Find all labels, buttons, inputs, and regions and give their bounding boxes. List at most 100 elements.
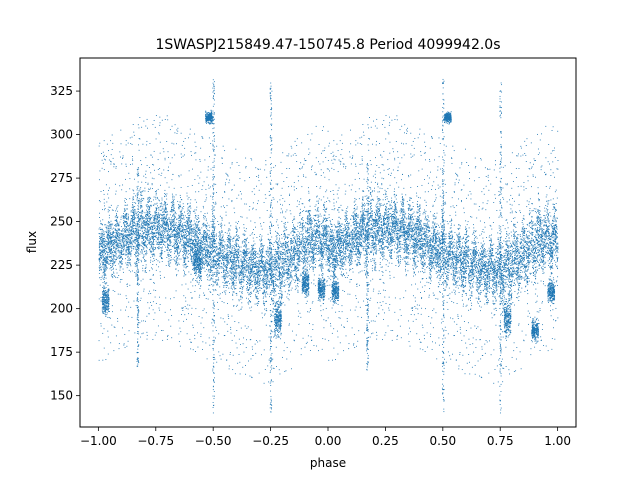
data-point xyxy=(427,252,428,254)
data-point xyxy=(267,262,269,264)
data-point xyxy=(381,225,383,227)
data-point xyxy=(287,265,289,267)
data-point xyxy=(514,259,516,261)
data-point xyxy=(157,226,159,228)
data-point xyxy=(244,251,246,253)
data-point xyxy=(448,255,450,257)
data-point xyxy=(206,250,208,252)
data-point xyxy=(430,256,432,258)
data-point xyxy=(355,246,357,248)
data-point xyxy=(366,230,368,232)
data-point xyxy=(447,263,449,265)
data-point xyxy=(502,290,504,292)
data-point xyxy=(520,291,522,293)
data-point xyxy=(222,234,224,236)
data-point xyxy=(249,265,251,267)
data-point xyxy=(238,265,240,267)
data-point xyxy=(142,220,144,222)
data-point xyxy=(366,249,368,251)
data-point xyxy=(114,240,116,242)
data-point xyxy=(465,265,467,267)
data-point xyxy=(211,224,213,225)
data-point xyxy=(408,244,410,246)
data-point xyxy=(243,253,245,254)
data-point xyxy=(348,255,350,257)
data-point xyxy=(99,251,101,253)
data-point xyxy=(264,270,265,272)
data-point xyxy=(261,228,263,230)
data-point xyxy=(552,243,554,245)
data-point xyxy=(204,241,205,243)
data-point xyxy=(407,239,409,241)
data-point xyxy=(117,238,119,240)
data-point xyxy=(536,221,538,223)
data-point xyxy=(432,227,434,229)
data-point xyxy=(257,279,259,281)
data-point xyxy=(214,239,216,241)
data-point xyxy=(499,265,501,267)
data-point xyxy=(266,291,268,293)
data-point xyxy=(241,266,243,268)
data-point xyxy=(395,206,397,208)
data-point xyxy=(421,253,423,255)
data-point xyxy=(227,244,229,245)
data-point xyxy=(357,222,359,224)
data-point xyxy=(432,240,434,242)
data-point xyxy=(196,235,197,237)
data-point xyxy=(452,265,453,267)
data-point xyxy=(247,251,249,253)
data-point xyxy=(161,199,163,201)
data-point xyxy=(380,204,382,206)
data-point xyxy=(396,210,398,212)
data-point xyxy=(492,285,494,287)
data-point xyxy=(160,255,162,256)
data-point xyxy=(155,240,157,242)
data-point xyxy=(109,224,111,225)
data-point xyxy=(362,237,364,239)
data-point xyxy=(272,291,274,293)
data-point xyxy=(193,235,195,237)
data-point xyxy=(448,263,450,265)
data-point xyxy=(312,230,314,232)
data-point xyxy=(182,264,184,266)
data-point xyxy=(314,220,316,222)
data-point xyxy=(277,241,279,243)
data-point xyxy=(385,206,387,208)
data-point xyxy=(456,246,458,248)
data-point xyxy=(322,245,324,247)
data-point xyxy=(451,291,453,293)
data-point xyxy=(461,238,463,240)
data-point xyxy=(440,242,442,244)
data-point xyxy=(188,249,190,251)
data-point xyxy=(243,241,245,243)
data-point xyxy=(116,230,118,232)
data-point xyxy=(315,252,317,254)
data-point xyxy=(220,250,222,252)
data-point xyxy=(442,225,444,227)
data-point xyxy=(421,245,423,247)
data-point xyxy=(222,246,224,248)
data-point xyxy=(420,255,422,256)
data-point xyxy=(307,238,309,240)
data-point xyxy=(269,252,271,254)
data-point xyxy=(339,243,341,245)
data-point xyxy=(486,303,488,305)
data-point xyxy=(355,246,357,247)
data-point xyxy=(336,236,338,238)
data-point xyxy=(304,244,306,246)
data-point xyxy=(546,210,548,212)
data-point xyxy=(346,242,348,244)
data-point xyxy=(100,233,102,234)
data-point xyxy=(130,251,132,253)
data-point xyxy=(182,217,184,219)
data-point xyxy=(420,237,422,239)
data-point xyxy=(171,221,173,223)
data-point xyxy=(221,292,223,294)
data-point xyxy=(478,254,480,256)
data-point xyxy=(257,252,259,254)
data-point xyxy=(438,274,440,276)
data-point xyxy=(417,201,419,202)
data-point xyxy=(537,254,538,256)
data-point xyxy=(436,258,438,260)
data-point xyxy=(548,214,550,216)
